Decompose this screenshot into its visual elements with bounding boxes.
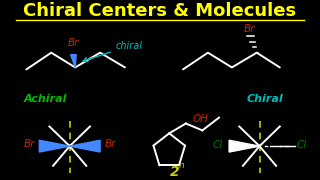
Text: Chiral Centers & Molecules: Chiral Centers & Molecules — [23, 2, 297, 20]
Text: Br: Br — [105, 139, 116, 149]
Text: Br: Br — [23, 139, 35, 149]
Text: OH: OH — [193, 114, 209, 124]
Text: Cl: Cl — [212, 140, 222, 150]
Polygon shape — [229, 140, 260, 152]
Text: 2: 2 — [170, 165, 180, 179]
Text: Cl: Cl — [297, 140, 307, 150]
Text: chiral: chiral — [83, 41, 143, 62]
Text: Br: Br — [68, 38, 79, 48]
Text: Br: Br — [244, 24, 255, 34]
Text: Achiral: Achiral — [24, 94, 67, 104]
Text: Chiral: Chiral — [247, 94, 284, 104]
Text: n: n — [178, 161, 184, 170]
Polygon shape — [71, 55, 76, 68]
Polygon shape — [70, 140, 100, 152]
Polygon shape — [39, 140, 70, 152]
